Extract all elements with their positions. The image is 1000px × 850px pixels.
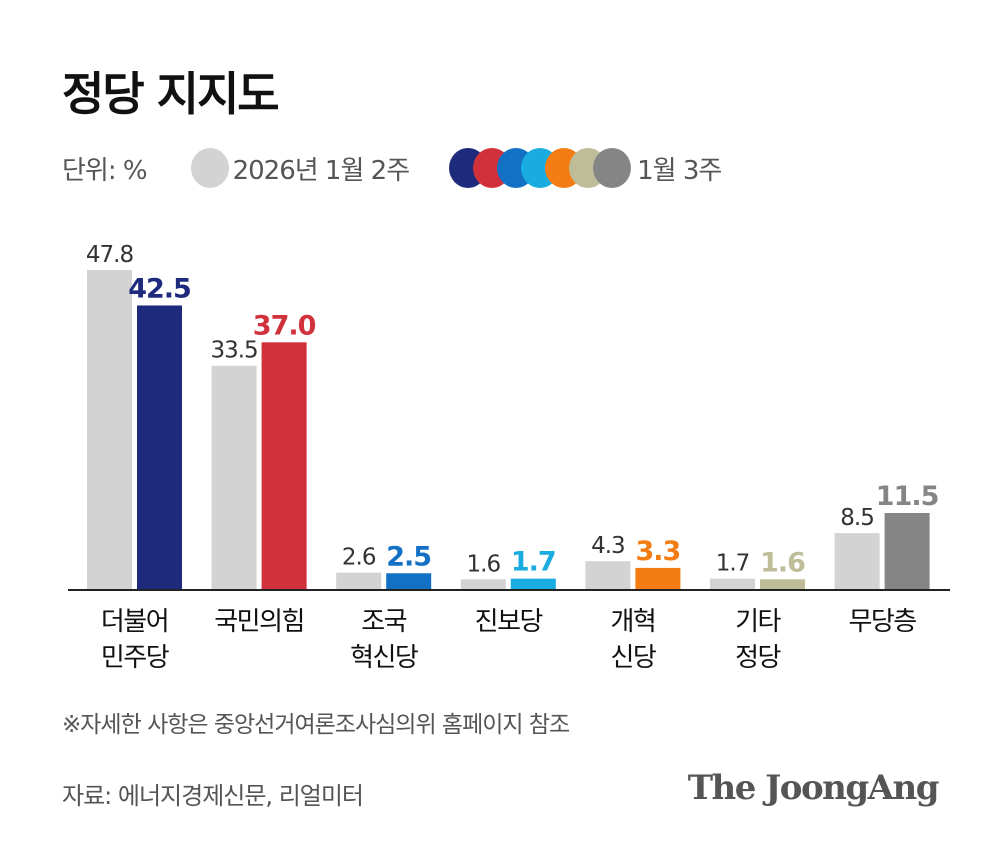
category-label: 더불어: [101, 607, 168, 637]
category-label: 무당층: [848, 607, 916, 637]
legend: 단위: % 2026년 1월 2주 1월 3주: [62, 148, 722, 188]
source-text: 자료: 에너지경제신문, 리얼미터: [62, 782, 364, 810]
bar-prev: [87, 270, 132, 590]
bar-curr: [760, 579, 805, 590]
bar-curr: [635, 567, 681, 590]
legend-prev-label: 2026년 1월 2주: [232, 155, 411, 186]
value-label-prev: 1.6: [467, 551, 501, 577]
bar-prev: [211, 365, 257, 590]
bar-curr: [386, 573, 432, 590]
bar-prev: [336, 572, 382, 590]
category-label: 개혁: [610, 607, 655, 637]
legend-curr-swatches: [449, 148, 632, 188]
category-label: 조국: [361, 607, 406, 637]
value-label-prev: 2.6: [342, 545, 376, 571]
unit-label: 단위: %: [62, 155, 148, 186]
value-label-prev: 4.3: [591, 533, 625, 559]
value-label-prev: 47.8: [86, 242, 134, 268]
value-label-curr: 37.0: [253, 310, 316, 341]
chart-title: 정당 지지도: [62, 67, 280, 121]
publisher-logo: The JoongAng: [687, 768, 940, 808]
category-label: 민주당: [101, 643, 169, 673]
legend-curr-label: 1월 3주: [637, 155, 722, 186]
category-label: 진보당: [475, 607, 543, 637]
category-label: 기타: [735, 607, 781, 637]
value-label-curr: 42.5: [128, 273, 191, 304]
bar-curr: [261, 342, 307, 590]
value-label-curr: 1.6: [760, 547, 805, 578]
value-label-prev: 1.7: [716, 551, 750, 577]
bar-curr: [510, 578, 556, 590]
bar-prev: [710, 578, 755, 590]
value-label-curr: 11.5: [876, 481, 939, 512]
value-label-prev: 33.5: [210, 338, 257, 364]
category-label: 혁신당: [350, 643, 418, 673]
bar-curr: [137, 305, 182, 590]
bar-curr: [884, 513, 930, 590]
category-label: 정당: [735, 643, 780, 673]
value-label-curr: 2.5: [386, 541, 431, 572]
value-label-curr: 1.7: [511, 547, 556, 578]
category-label: 신당: [610, 643, 655, 673]
bar-prev: [834, 533, 880, 590]
legend-prev-swatch: [190, 148, 229, 188]
value-label-prev: 8.5: [840, 505, 874, 531]
bar-prev: [460, 579, 506, 590]
bar-prev: [585, 561, 631, 590]
legend-swatch: [593, 148, 632, 188]
value-label-curr: 3.3: [635, 536, 680, 567]
category-label: 국민의힘: [214, 607, 304, 637]
footnote: ※자세한 사항은 중앙선거여론조사심의위 홈페이지 참조: [62, 712, 570, 738]
